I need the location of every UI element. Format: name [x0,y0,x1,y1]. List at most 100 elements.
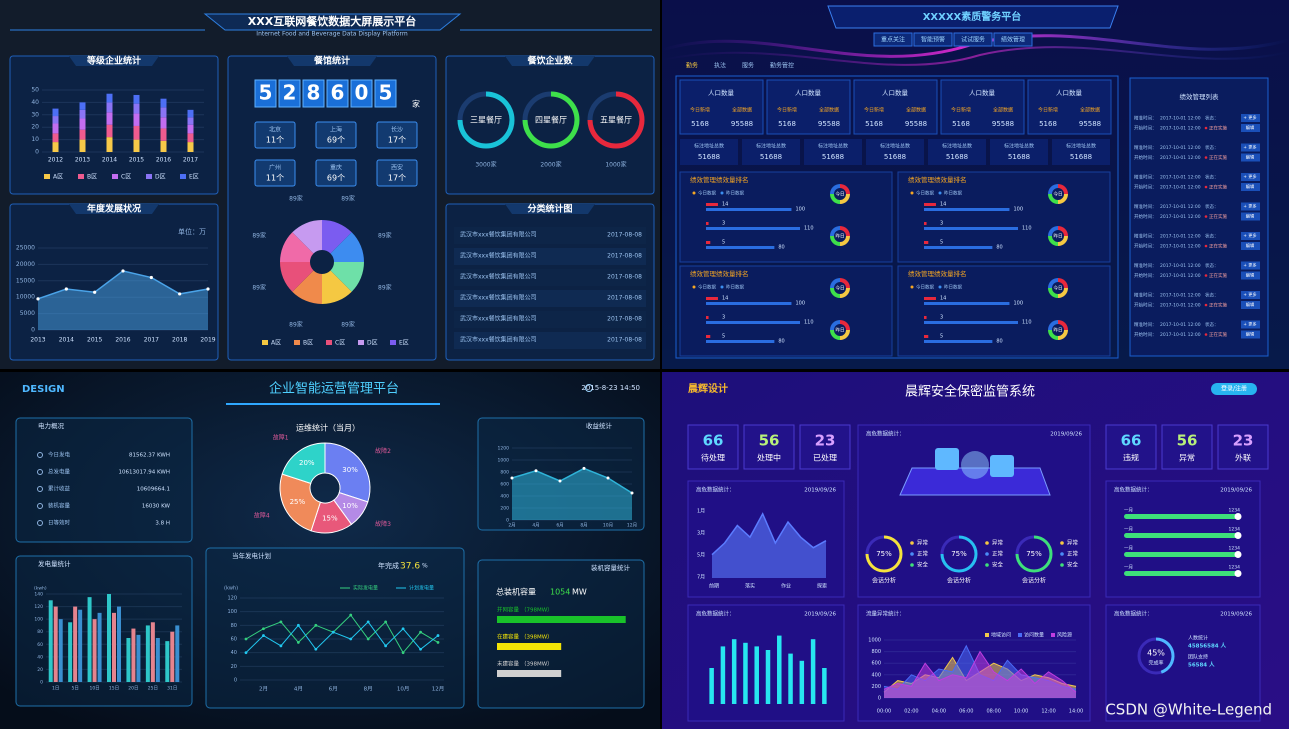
panel-date: 2019/09/26 [1220,488,1252,494]
button-label[interactable]: 编辑 [1246,183,1254,190]
subtab[interactable]: 勤务 [686,62,698,70]
card-label: 全部数据 [732,107,752,114]
point [349,613,353,617]
x-tick-label: 1日 [52,686,59,692]
legend-label: 安全 [917,561,929,569]
y-tick-label: 0 [234,678,237,684]
panel-tab [505,56,595,66]
value-bar [924,297,936,300]
row-value: 10613017.94 KWH [119,470,170,476]
button-label[interactable]: 编辑 [1246,124,1254,131]
card-value: 95588 [905,120,927,128]
ring-segment [1058,226,1068,236]
subtab[interactable]: 执法 [714,62,726,70]
button-label[interactable]: + 更多 [1243,291,1256,298]
button[interactable] [1241,232,1260,240]
button-label[interactable]: + 更多 [1243,203,1256,210]
tab-label[interactable]: 绩效管理 [1001,36,1025,44]
button-label[interactable]: 编辑 [1246,242,1254,249]
bar-segment [52,116,59,124]
button[interactable] [1241,124,1260,132]
button[interactable] [1241,202,1260,211]
button-label[interactable]: 编辑 [1246,272,1254,279]
total-bar [924,302,1010,305]
pie-slice [330,232,364,262]
area-line [511,467,633,494]
button[interactable] [1241,330,1260,339]
city-value: 69个 [327,136,345,145]
point [349,637,353,641]
bar-name: 并网容量 [497,606,520,614]
button[interactable] [1241,173,1260,181]
button[interactable] [1241,301,1260,309]
address-label: 标注地址总数 [694,143,724,150]
row-icon [37,503,43,509]
total-bar [924,246,993,249]
bar [107,594,111,682]
tab[interactable] [913,32,953,47]
button[interactable] [1241,114,1260,122]
tab[interactable] [953,32,993,47]
button-label[interactable]: 编辑 [1246,331,1254,338]
value-label: 14 [940,296,946,302]
button-label[interactable]: + 更多 [1243,262,1256,269]
card-value: 5168 [1039,120,1057,128]
stat-label: 异常 [1179,454,1195,463]
x-label: 前期 [709,583,719,590]
slider-knob[interactable] [1234,551,1242,558]
data-label: （398MW） [521,661,553,668]
button[interactable] [1241,320,1260,329]
total-label: 80 [996,339,1002,345]
logo: DESIGN [22,384,65,395]
page-title: XXXXX素质警务平台 [923,10,1022,23]
subtab[interactable]: 勤务管控 [770,62,794,70]
digit: 2 [283,81,297,105]
login-button[interactable] [1211,383,1257,395]
slider-knob[interactable] [1234,532,1242,539]
tab-label[interactable]: 重点关注 [881,36,905,44]
button[interactable] [1241,261,1260,270]
button[interactable] [1241,212,1260,221]
list-title: 绩效管理列表 [1180,92,1220,101]
subtab[interactable]: 服务 [742,62,754,70]
button-label[interactable]: + 更多 [1243,173,1256,180]
slider-knob[interactable] [1234,570,1242,577]
button-label[interactable]: + 更多 [1243,114,1256,121]
clock-icon [585,384,593,392]
button-label[interactable]: + 更多 [1243,321,1256,328]
button[interactable] [1241,271,1260,280]
y-label: 7月 [697,575,705,581]
legend-label: 安全 [1067,561,1079,569]
value-bar [924,316,927,319]
legend-label: 今日数据 [698,284,716,291]
button[interactable] [1241,242,1260,250]
button-label[interactable]: + 更多 [1243,232,1256,239]
slider-knob[interactable] [1234,513,1242,520]
tab[interactable] [873,32,913,47]
point [262,634,265,637]
tab[interactable] [993,32,1033,47]
bar [788,653,793,704]
button[interactable] [1241,143,1260,152]
button-label[interactable]: 编辑 [1246,301,1254,308]
point [436,634,440,637]
tab-label[interactable]: 智能预警 [921,36,945,44]
slider-value: 1234 [1229,527,1241,533]
button[interactable] [1241,183,1260,191]
row-label: 状态： [1205,203,1219,210]
legend-dot [1060,552,1064,556]
button-label[interactable]: 登录/注册 [1221,385,1247,393]
button[interactable] [1241,153,1260,162]
bar [709,668,714,704]
row-label: 精准时间： [1134,115,1157,122]
button[interactable] [1241,291,1260,299]
stat-card [940,79,1025,135]
tab-label[interactable]: 试试服务 [961,36,985,44]
x-tick-label: 2014 [59,337,74,344]
button-label[interactable]: 编辑 [1246,154,1254,161]
button-label[interactable]: 编辑 [1246,213,1254,220]
button-label[interactable]: + 更多 [1243,144,1256,151]
legend-swatch [262,340,268,345]
slider-track [1124,571,1240,576]
slider-label: 一月 [1124,546,1133,552]
